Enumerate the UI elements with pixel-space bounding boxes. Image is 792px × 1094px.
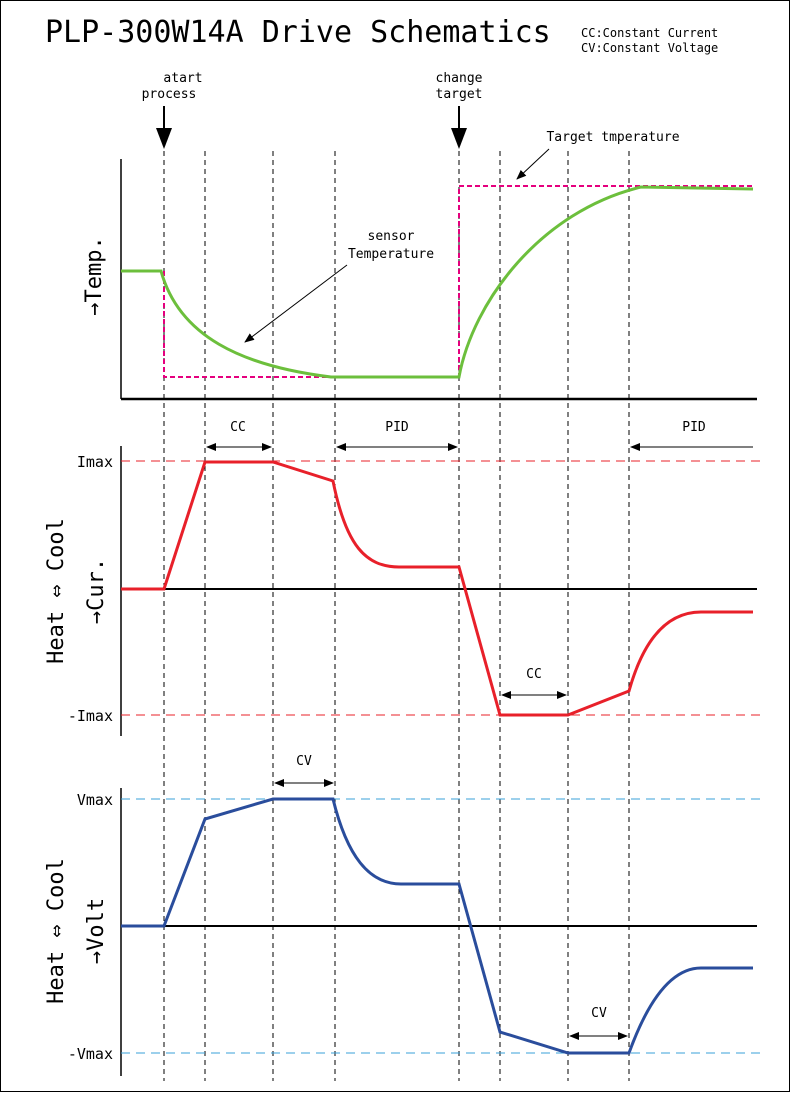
cv-label-1: CV <box>296 754 312 769</box>
volt-axis-sublabel: →Volt <box>84 898 109 964</box>
sensor-label-line1: sensor <box>368 229 415 244</box>
cur-axis-sublabel: →Cur. <box>84 558 109 624</box>
target-temperature-label: Target tmperature <box>546 130 679 145</box>
cc-label-2: CC <box>526 667 542 682</box>
neg-vmax-label: -Vmax <box>68 1045 113 1063</box>
cc-label-1: CC <box>230 420 246 435</box>
sensor-label-line2: Temperature <box>348 247 434 262</box>
change-label-line2: target <box>436 87 483 102</box>
change-label-line1: change <box>436 71 483 86</box>
vmax-label: Vmax <box>77 791 113 809</box>
start-label-line1: atart <box>163 71 202 86</box>
cv-label-2: CV <box>591 1006 607 1021</box>
start-label-line2: process <box>142 87 197 102</box>
change-arrow-head <box>451 128 467 149</box>
voltage-panel: Vmax -Vmax Heat ⇔ Cool →Volt CV CV <box>44 754 763 1076</box>
legend-cv: CV:Constant Voltage <box>581 41 718 55</box>
temp-axis-label: →Temp. <box>82 236 107 315</box>
voltage-trace <box>121 797 753 1055</box>
temperature-panel: →Temp. Target tmperature sensor Temperat… <box>82 130 757 401</box>
current-panel: Imax -Imax Heat ⇔ Cool →Cur. CC PID CC P… <box>44 420 763 736</box>
target-temperature-pointer <box>516 148 550 180</box>
imax-label: Imax <box>77 453 113 471</box>
pid-label-1: PID <box>385 420 409 435</box>
current-trace <box>121 460 753 717</box>
phase-lines <box>163 151 630 1081</box>
legend-cc: CC:Constant Current <box>581 26 718 40</box>
neg-imax-label: -Imax <box>68 707 113 725</box>
target-temperature-line <box>163 185 753 378</box>
page-title: PLP-300W14A Drive Schematics <box>45 15 551 50</box>
sensor-temperature-line <box>121 185 754 379</box>
pid-label-2: PID <box>682 420 706 435</box>
start-arrow-head <box>156 128 172 149</box>
cur-axis-label: Heat ⇔ Cool <box>44 518 69 664</box>
sensor-temperature-pointer <box>244 264 348 343</box>
volt-axis-label: Heat ⇔ Cool <box>44 858 69 1004</box>
